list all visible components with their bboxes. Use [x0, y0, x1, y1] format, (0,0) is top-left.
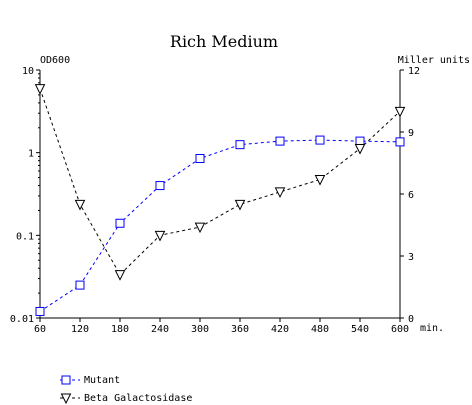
right-tick-label: 3: [408, 252, 414, 263]
series-layer: [34, 84, 406, 316]
data-point: [394, 106, 406, 118]
data-point: [395, 137, 405, 147]
left-tick-label: 0.01: [10, 314, 34, 325]
legend: Mutant Beta Galactosidase: [60, 375, 192, 405]
series-1: [34, 84, 406, 281]
data-point: [235, 140, 245, 150]
x-tick-label: 300: [191, 324, 209, 335]
data-point: [354, 144, 366, 155]
data-point: [154, 230, 166, 242]
chart-title: Rich Medium: [170, 32, 278, 51]
x-tick-label: 360: [231, 324, 249, 335]
right-tick-label: 9: [408, 128, 414, 139]
right-tick-label: 12: [408, 66, 420, 77]
x-tick-label: 480: [311, 324, 329, 335]
series-line: [39, 88, 401, 276]
legend-label: Beta Galactosidase: [84, 393, 192, 404]
left-axis-ticks: 10 1 0.1 0.01: [10, 66, 40, 325]
left-axis-label: OD600: [40, 55, 70, 66]
data-point: [194, 222, 206, 234]
left-tick-label: 10: [22, 66, 34, 77]
series-0: [35, 135, 405, 316]
legend-entry: Mutant: [60, 375, 120, 386]
data-point: [234, 199, 246, 211]
data-point: [275, 136, 285, 146]
data-point: [355, 136, 365, 146]
right-axis-ticks: 12 9 6 3 0: [400, 66, 420, 325]
data-point: [74, 199, 86, 211]
legend-entry: Beta Galactosidase: [60, 393, 192, 405]
x-unit-label: min.: [420, 323, 444, 334]
legend-marker: [60, 393, 72, 405]
x-tick-label: 180: [111, 324, 129, 335]
x-tick-label: 420: [271, 324, 289, 335]
legend-marker: [61, 375, 71, 385]
right-axis-label: Miller units: [398, 55, 470, 66]
data-point: [155, 181, 165, 191]
data-point: [35, 306, 45, 316]
data-point: [315, 135, 325, 145]
data-point: [75, 280, 85, 290]
series-line: [39, 139, 401, 312]
axes: [39, 70, 401, 319]
data-point: [195, 154, 205, 164]
legend-label: Mutant: [84, 375, 120, 386]
right-tick-label: 6: [408, 190, 414, 201]
x-tick-label: 540: [351, 324, 369, 335]
data-point: [274, 187, 286, 199]
x-tick-label: 240: [151, 324, 169, 335]
left-tick-label: 1: [28, 149, 34, 160]
x-tick-label: 600: [391, 324, 409, 335]
right-tick-label: 0: [408, 314, 414, 325]
x-tick-label: 60: [34, 324, 46, 335]
data-point: [34, 84, 46, 95]
left-tick-label: 0.1: [16, 231, 34, 242]
data-point: [115, 218, 125, 228]
data-point: [114, 270, 126, 281]
x-axis-ticks: 60 120 180 240 300 360 420 480 540 600: [34, 318, 409, 335]
x-tick-label: 120: [71, 324, 89, 335]
data-point: [314, 175, 326, 186]
